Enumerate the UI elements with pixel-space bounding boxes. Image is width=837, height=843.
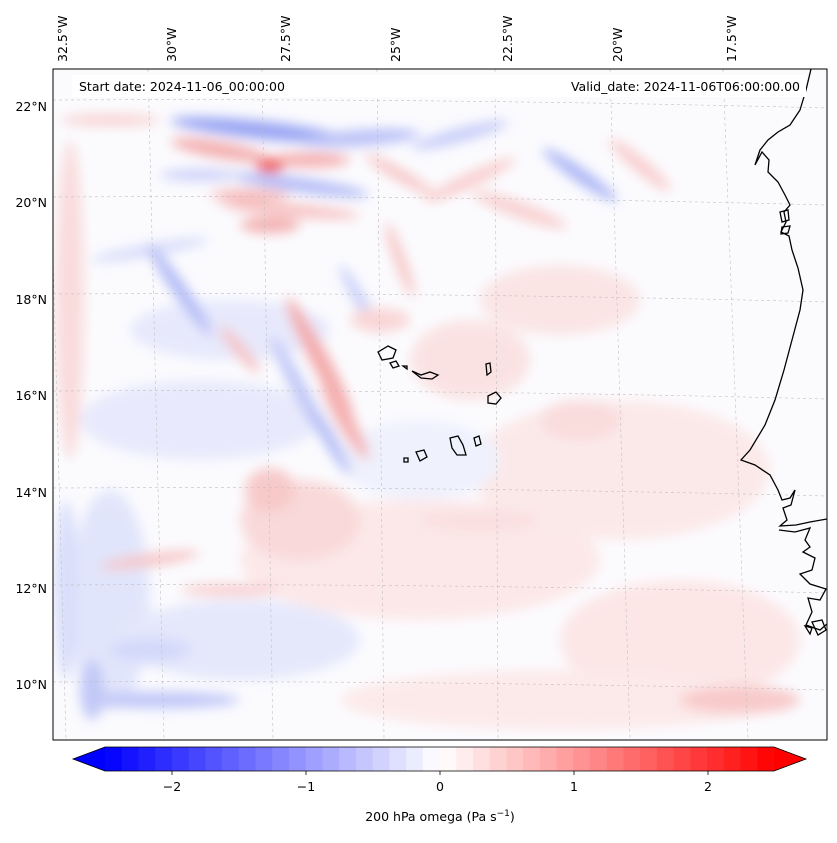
colorbar-step — [205, 747, 223, 771]
colorbar-step — [740, 747, 758, 771]
colorbar-tick-label: −1 — [297, 779, 315, 794]
lat-label: 20°N — [15, 195, 47, 210]
map-panel: Start date: 2024-11-06_00:00:00 Valid_da… — [53, 69, 827, 740]
colorbar-gradient — [105, 747, 775, 771]
colorbar-tick-label: 1 — [570, 779, 578, 794]
colorbar-step — [573, 747, 591, 771]
africa-coastline — [739, 69, 827, 527]
colorbar-label: 200 hPa omega (Pa s−1) — [365, 809, 515, 824]
lat-label: 12°N — [15, 581, 47, 596]
colorbar-tick-label: 0 — [436, 779, 444, 794]
colorbar-step — [171, 747, 190, 771]
valid-date-text: Valid_date: 2024-11-06T06:00:00.00 — [571, 79, 800, 94]
lon-label: 32.5°W — [55, 16, 70, 62]
colorbar-step — [656, 747, 675, 771]
colorbar-tick-label: 2 — [704, 779, 712, 794]
colorbar-step — [155, 747, 173, 771]
longitude-labels: 32.5°W 30°W 27.5°W 25°W 22.5°W 20°W 17.5… — [55, 16, 739, 62]
island-santo-antao — [377, 345, 397, 361]
colorbar-step — [339, 747, 357, 771]
colorbar-step — [255, 747, 273, 771]
colorbar-step — [222, 747, 240, 771]
coastlines — [739, 69, 827, 636]
colorbar-step — [238, 747, 256, 771]
latitude-labels: 22°N 20°N 18°N 16°N 14°N 12°N 10°N — [15, 99, 47, 692]
colorbar-step — [456, 747, 474, 771]
colorbar-ticks — [171, 771, 709, 775]
lat-label: 22°N — [15, 99, 47, 114]
start-date-text: Start date: 2024-11-06_00:00:00 — [79, 79, 285, 94]
island-sal — [485, 362, 492, 377]
colorbar-step — [556, 747, 574, 771]
lat-label: 14°N — [15, 485, 47, 500]
colorbar-step — [188, 747, 206, 771]
omega-field — [54, 114, 800, 730]
gambia-coastline — [778, 527, 827, 631]
coastal-islet-1 — [779, 209, 790, 223]
colorbar-step — [757, 747, 775, 771]
island-sao-nicolau — [411, 370, 440, 380]
bijagos-islands — [803, 619, 827, 636]
lon-label: 25°W — [388, 27, 403, 62]
colorbar-step — [690, 747, 708, 771]
colorbar-step — [606, 747, 624, 771]
coastal-islet-2 — [780, 225, 791, 235]
lat-label: 10°N — [15, 677, 47, 692]
lon-label: 27.5°W — [278, 16, 293, 62]
colorbar-step — [288, 747, 307, 771]
lon-label: 22.5°W — [500, 16, 515, 62]
colorbar: −2 −1 0 1 2 200 hPa omega (Pa s−1) — [71, 746, 808, 824]
colorbar-step — [138, 747, 156, 771]
colorbar-step — [305, 747, 323, 771]
colorbar-step — [322, 747, 340, 771]
colorbar-step — [372, 747, 390, 771]
colorbar-extend-min — [73, 747, 105, 771]
island-santa-luzia — [401, 365, 408, 371]
lat-label: 18°N — [15, 292, 47, 307]
cape-verde-islands — [377, 345, 502, 463]
lon-label: 17.5°W — [724, 16, 739, 62]
lon-label: 30°W — [164, 27, 179, 62]
colorbar-step — [121, 747, 139, 771]
colorbar-step — [472, 747, 491, 771]
colorbar-step — [523, 747, 541, 771]
colorbar-step — [355, 747, 374, 771]
colorbar-step — [422, 747, 440, 771]
colorbar-step — [623, 747, 641, 771]
colorbar-extend-max — [774, 747, 806, 771]
island-brava — [403, 457, 409, 463]
lat-label: 16°N — [15, 388, 47, 403]
colorbar-step — [707, 747, 725, 771]
colorbar-step — [673, 747, 691, 771]
colorbar-outline — [71, 746, 808, 772]
colorbar-step — [406, 747, 424, 771]
island-sao-vicente — [389, 360, 400, 369]
colorbar-step — [272, 747, 290, 771]
colorbar-step — [506, 747, 524, 771]
island-fogo — [415, 449, 428, 462]
colorbar-step — [489, 747, 507, 771]
colorbar-step — [590, 747, 608, 771]
colorbar-step — [640, 747, 658, 771]
graticule — [53, 69, 827, 740]
colorbar-step — [539, 747, 557, 771]
colorbar-step — [723, 747, 741, 771]
island-maio — [473, 435, 482, 447]
lon-label: 20°W — [610, 27, 625, 62]
colorbar-step — [439, 747, 457, 771]
colorbar-tick-label: −2 — [163, 779, 181, 794]
colorbar-step — [105, 747, 123, 771]
colorbar-step — [389, 747, 407, 771]
island-santiago — [449, 435, 467, 456]
header-strip — [72, 75, 806, 97]
map-frame — [52, 68, 828, 741]
island-boa-vista — [487, 391, 502, 405]
